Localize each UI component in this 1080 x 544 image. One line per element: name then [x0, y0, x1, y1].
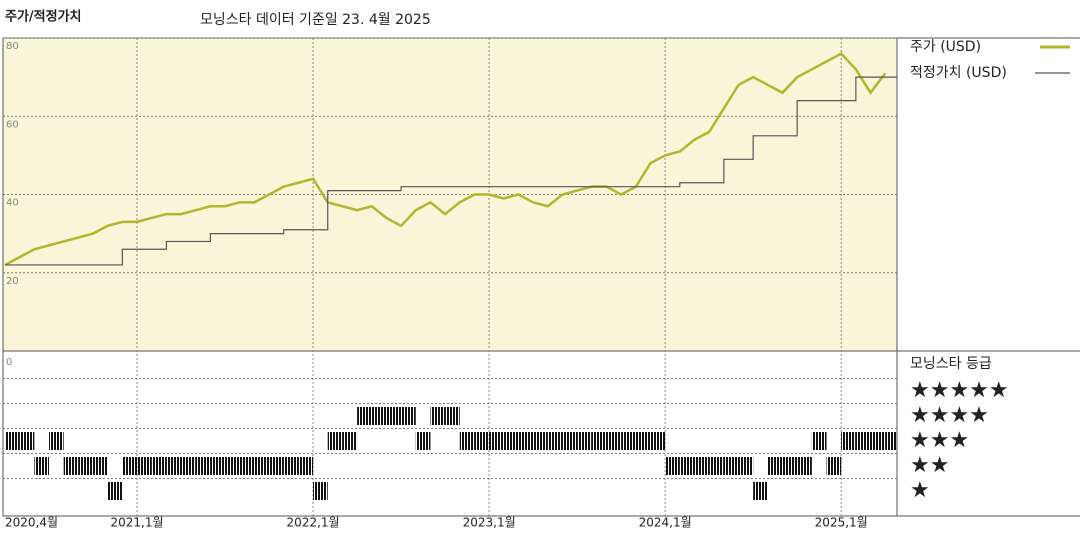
rating-label: ★	[910, 478, 930, 503]
rating-bar	[797, 457, 812, 475]
legend-label: 주가 (USD)	[910, 39, 981, 55]
rating-bar	[709, 457, 724, 475]
rating-title: 모닝스타 등급	[910, 356, 992, 372]
rating-label: ★★	[910, 453, 949, 478]
x-tick-label: 2025,1월	[815, 516, 868, 530]
rating-bar	[679, 457, 695, 475]
x-tick-label: 2021,1월	[111, 516, 164, 530]
rating-bar	[621, 432, 636, 450]
rating-bar	[811, 432, 827, 450]
rating-bar	[635, 432, 651, 450]
rating-bar	[753, 482, 768, 500]
rating-bar	[298, 457, 314, 475]
rating-bar	[269, 457, 284, 475]
rating-bar	[78, 457, 94, 475]
rating-bar	[723, 457, 739, 475]
y-tick-label: 20	[6, 276, 19, 287]
chart-subtitle: 모닝스타 데이터 기준일 23. 4월 2025	[200, 12, 431, 28]
y-tick-label: 60	[6, 119, 19, 130]
x-tick-label: 2020,4월	[5, 516, 58, 530]
chart-title: 주가/적정가치	[5, 9, 82, 25]
rating-bar	[533, 432, 548, 450]
rating-bar	[401, 407, 416, 425]
rating-bar	[518, 432, 534, 450]
rating-bar	[606, 432, 622, 450]
rating-bar	[122, 457, 138, 475]
rating-bar	[371, 407, 387, 425]
rating-bar	[577, 432, 592, 450]
rating-bar	[342, 432, 358, 450]
rating-label: ★★★★	[910, 403, 989, 428]
rating-bar	[19, 432, 35, 450]
rating-bar	[166, 457, 182, 475]
rating-bar	[254, 457, 270, 475]
rating-bar	[5, 432, 20, 450]
rating-bar	[474, 432, 490, 450]
rating-bar	[195, 457, 211, 475]
rating-bar	[503, 432, 519, 450]
rating-bar	[137, 457, 152, 475]
rating-bar	[430, 407, 446, 425]
rating-bar	[562, 432, 578, 450]
y-tick-label: 0	[6, 357, 12, 368]
rating-bar	[547, 432, 563, 450]
rating-bar	[826, 457, 842, 475]
series-line	[4, 52, 887, 267]
rating-bar	[283, 457, 299, 475]
rating-bar	[210, 457, 226, 475]
rating-bar	[650, 432, 666, 450]
rating-bar	[327, 432, 343, 450]
rating-bar	[870, 432, 886, 450]
rating-bar	[665, 457, 680, 475]
rating-bar	[855, 432, 871, 450]
rating-bar	[767, 457, 783, 475]
rating-bar	[415, 432, 431, 450]
series-line	[5, 76, 897, 266]
x-tick-label: 2022,1월	[287, 516, 340, 530]
marks: 20 40 60 80 2020,4월 2021,1월 2022,1월 2023,1월 2024…	[3, 37, 1070, 530]
rating-bar	[841, 432, 856, 450]
y-tick-label: 40	[6, 198, 19, 209]
rating-bar	[357, 407, 372, 425]
rating-bar	[694, 457, 710, 475]
rating-bar	[591, 432, 607, 450]
rating-bar	[738, 457, 754, 475]
rating-bar	[93, 457, 108, 475]
rating-bar	[34, 457, 50, 475]
rating-bar	[49, 432, 64, 450]
rating-bar	[313, 482, 328, 500]
rating-label: ★★★	[910, 428, 969, 453]
rating-bar	[445, 407, 460, 425]
x-tick-label: 2024,1월	[639, 516, 692, 530]
rating-bar	[225, 457, 240, 475]
rating-bar	[782, 457, 798, 475]
rating-label: ★★★★★	[910, 378, 1009, 403]
rating-bar	[459, 432, 475, 450]
rating-bar	[386, 407, 402, 425]
rating-bar	[239, 457, 255, 475]
rating-bar	[63, 457, 79, 475]
rating-bar	[885, 432, 897, 450]
x-tick-label: 2023,1월	[463, 516, 516, 530]
y-tick-label: 80	[6, 41, 19, 52]
rating-bar	[181, 457, 196, 475]
rating-bar	[151, 457, 167, 475]
legend-label: 적정가치 (USD)	[910, 65, 1007, 81]
rating-bar	[489, 432, 504, 450]
rating-bar	[107, 482, 123, 500]
